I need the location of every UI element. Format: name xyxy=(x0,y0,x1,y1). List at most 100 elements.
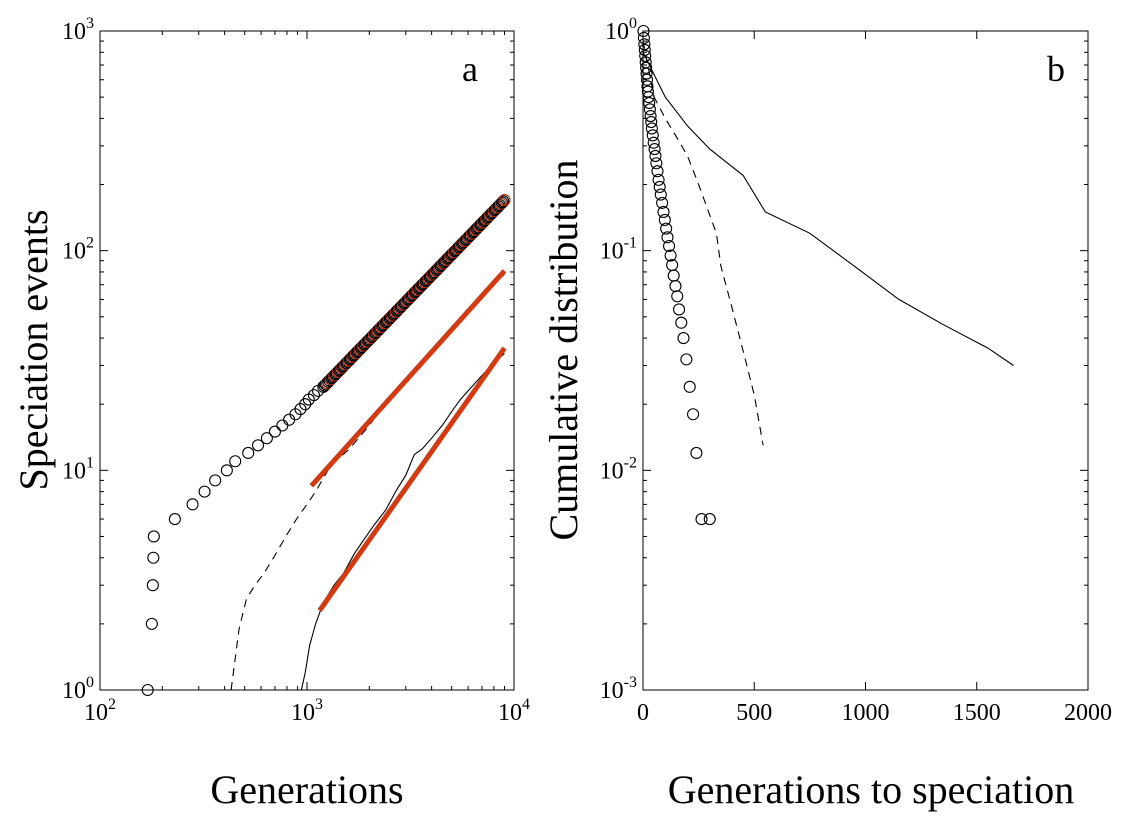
panel-b-data-point xyxy=(652,173,665,186)
panel-b-data-point xyxy=(662,239,676,253)
panel-a-ytick-base: 10 xyxy=(62,19,86,45)
panel-b-letter: b xyxy=(1047,49,1065,89)
panel-a-ytick-base: 10 xyxy=(62,678,86,704)
panel-b-plot-frame xyxy=(642,30,1089,691)
panel-a-xtick-base: 10 xyxy=(84,700,108,726)
panel-b-data-point xyxy=(640,67,653,80)
panel-a-ytick-label: 100 xyxy=(62,674,94,704)
panel-b-ytick-base: 10 xyxy=(605,19,629,45)
panel-b-data-point xyxy=(645,116,658,129)
panel-b-data-point xyxy=(687,408,700,421)
panel-b-data-point xyxy=(672,303,686,316)
panel-b-data xyxy=(637,24,1014,526)
panel-a-xtick-base: 10 xyxy=(291,700,315,726)
panel-b-data-point xyxy=(658,213,671,226)
panel-a-data-point xyxy=(209,474,222,487)
panel-b-data-point xyxy=(638,38,651,51)
panel-a-data-point xyxy=(168,513,181,526)
panel-a-data-point xyxy=(251,439,265,452)
panel-a-xtick-exp: 2 xyxy=(108,696,116,713)
panel-a-data-point xyxy=(494,197,507,210)
panel-b-data-point xyxy=(645,122,658,135)
panel-b-data-point xyxy=(654,188,667,201)
panel-b-data-point xyxy=(695,513,708,526)
panel-a-plot-frame xyxy=(99,30,515,691)
panel-b-ytick-base: 10 xyxy=(600,678,624,704)
panel-b-data-point xyxy=(703,513,716,526)
panel-a-data-point xyxy=(145,617,158,630)
panel-a-data-point xyxy=(276,419,289,432)
panel-a-series-dashed xyxy=(230,273,505,691)
panel-a-xtick-exp: 3 xyxy=(315,696,323,713)
panel-a-xlabel: Generations xyxy=(210,767,403,812)
panel-b-data-point xyxy=(643,96,656,110)
panel-a-ylabel: Speciation events xyxy=(11,209,56,490)
panel-b-data-point xyxy=(646,129,659,142)
panel-a-fit-line xyxy=(317,346,507,612)
panel-b-ytick-label: 10-2 xyxy=(600,454,637,484)
panel-b-data-point xyxy=(640,61,653,74)
panel-b-ytick-label: 10-3 xyxy=(600,674,637,704)
panel-a-ytick-base: 10 xyxy=(62,458,86,484)
panel-b-data-point xyxy=(680,353,693,366)
panel-a-data-point xyxy=(141,683,154,697)
panel-b-ytick-base: 10 xyxy=(600,239,624,265)
panel-a-data-point xyxy=(498,193,511,207)
panel-a-data-point xyxy=(307,389,320,402)
panel-a-ytick-base: 10 xyxy=(62,239,86,265)
panel-a-data-point xyxy=(198,485,211,498)
panel-b-data-point xyxy=(647,136,660,149)
panel-a-data xyxy=(141,193,511,697)
panel-b-ytick-label: 100 xyxy=(605,15,637,45)
panel-b-ytick-exp: -3 xyxy=(624,674,637,691)
panel-a-data-point xyxy=(242,446,255,459)
panel-a-ytick-exp: 1 xyxy=(86,454,94,471)
panel-a-xtick-label: 102 xyxy=(84,696,116,726)
panel-b-ytick-exp: -2 xyxy=(624,454,637,471)
panel-b-data-point xyxy=(669,280,682,293)
panel-b-xtick-label: 500 xyxy=(736,700,772,726)
panel-b-data-point xyxy=(677,332,690,345)
panel-a-ytick-label: 102 xyxy=(62,235,94,265)
panel-b-ytick-label: 10-1 xyxy=(600,235,637,265)
panel-a-data-point xyxy=(497,195,510,208)
panel-b-data-point xyxy=(650,157,663,170)
panel-b-data-point xyxy=(653,180,666,194)
panel-a-data-point xyxy=(268,425,281,438)
panel-b-xtick-label: 1000 xyxy=(842,700,890,726)
panel-b-data-point xyxy=(651,165,664,178)
panel-b-data-point xyxy=(667,269,680,282)
panel-a-xtick-label: 103 xyxy=(291,696,323,726)
panel-b-xtick-label: 0 xyxy=(637,700,649,726)
panel-b-data-point xyxy=(690,446,703,459)
panel-b-data-point xyxy=(648,143,661,156)
panel-b-data-point xyxy=(675,316,688,329)
panel-b-data-point xyxy=(657,205,670,219)
panel-b-data-point xyxy=(671,290,684,303)
panel-b-series-dashed xyxy=(642,40,764,446)
panel-a-xtick-exp: 4 xyxy=(522,696,530,713)
panel-a-data-point xyxy=(147,551,160,564)
panel-b-data-point xyxy=(660,222,673,235)
panel-b-xtick-label: 1500 xyxy=(953,700,1001,726)
panel-b-data-point xyxy=(656,196,669,209)
panel-b-data-point xyxy=(641,85,654,98)
panel-a-ytick-exp: 3 xyxy=(86,15,94,32)
panel-b-data-point xyxy=(644,110,657,123)
panel-b-ytick-exp: 0 xyxy=(629,15,637,32)
panel-a-xtick-base: 10 xyxy=(498,700,522,726)
panel-a-ytick-label: 103 xyxy=(62,15,94,45)
panel-b-data-point xyxy=(639,49,652,62)
panel-b-ytick-base: 10 xyxy=(600,458,624,484)
panel-b-series-solid xyxy=(642,52,1014,366)
panel-a-data-point xyxy=(496,196,509,209)
panel-b-data-point xyxy=(643,103,656,116)
panel-b-data-point xyxy=(683,380,696,393)
panel-b-data-point xyxy=(637,24,650,38)
panel-a-data-point xyxy=(229,455,242,468)
